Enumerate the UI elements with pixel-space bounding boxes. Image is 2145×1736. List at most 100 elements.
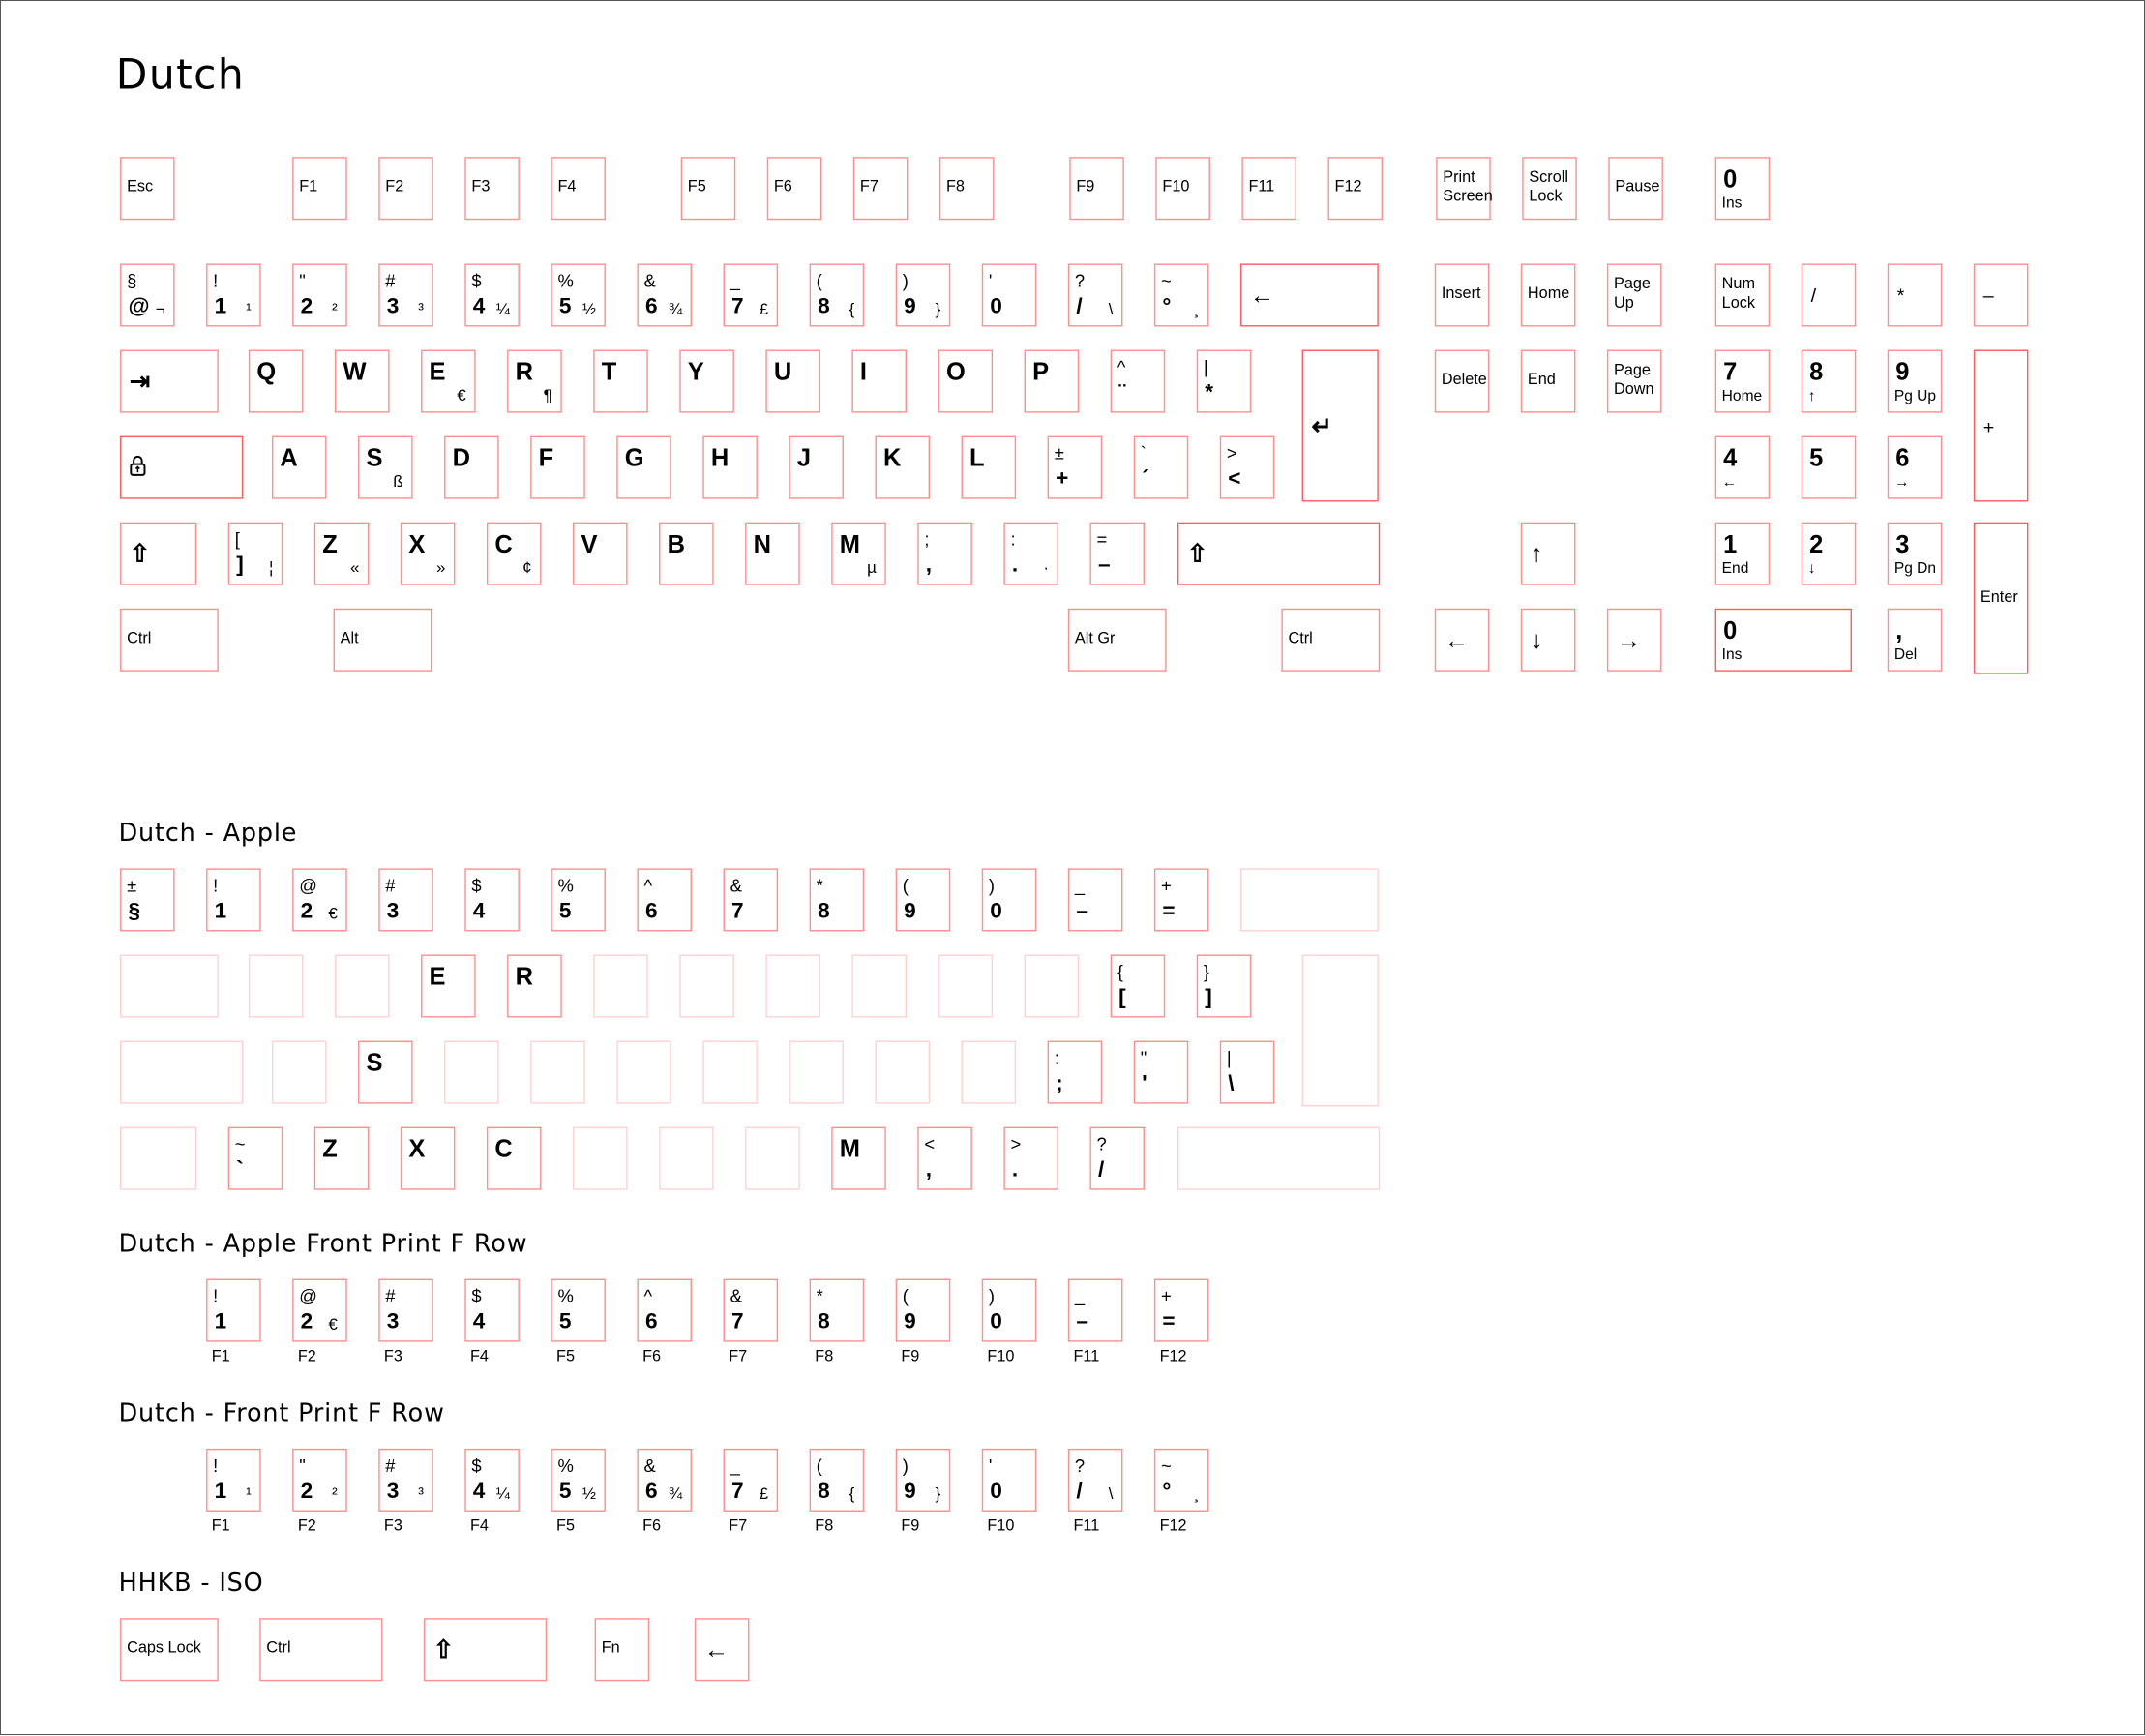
- key-p[interactable]: P: [1024, 349, 1080, 413]
- key-r[interactable]: R: [507, 954, 562, 1018]
- key-scroll-lock[interactable]: Scroll Lock: [1522, 157, 1577, 221]
- key-m[interactable]: M: [831, 1126, 886, 1190]
- key-–[interactable]: –: [1973, 263, 2029, 327]
- key-f6[interactable]: F6: [766, 157, 822, 221]
- key-=[interactable]: = –: [1089, 522, 1146, 585]
- key-a[interactable]: A: [271, 435, 327, 499]
- key-i[interactable]: I: [851, 349, 908, 413]
- key-x[interactable]: X»: [400, 522, 456, 585]
- key-e[interactable]: E €: [421, 349, 476, 413]
- key-|[interactable]: | \: [1219, 1040, 1275, 1104]
- key-pause[interactable]: Pause: [1608, 157, 1663, 221]
- key-@[interactable]: @2 €: [292, 1278, 347, 1342]
- key-|[interactable]: | *: [1196, 349, 1252, 413]
- key-blank[interactable]: [961, 1040, 1017, 1104]
- key-b[interactable]: B: [659, 522, 714, 585]
- key-ctrl[interactable]: Ctrl: [259, 1618, 383, 1682]
- key-%[interactable]: % 5 ½: [551, 263, 606, 327]
- key-c[interactable]: C: [486, 1126, 542, 1190]
- key-num-lock[interactable]: Num Lock: [1714, 263, 1771, 327]
- key-f9[interactable]: F9: [1069, 157, 1124, 221]
- key-blank[interactable]: [120, 1126, 197, 1190]
- key-2[interactable]: 2 ↓: [1801, 522, 1857, 585]
- key-f12[interactable]: F12: [1327, 157, 1384, 221]
- key-shift[interactable]: ⇧: [120, 522, 197, 585]
- key-;[interactable]: ;,: [917, 522, 972, 585]
- key-([interactable]: (8 {: [809, 263, 865, 327]
- key-§[interactable]: § @ ¬: [120, 263, 175, 327]
- key-arrow-up[interactable]: ↑: [1520, 522, 1576, 585]
- key-blank[interactable]: [851, 954, 908, 1018]
- key-blank[interactable]: [765, 954, 820, 1018]
- key-"[interactable]: " 2 ²: [292, 1448, 347, 1512]
- key-o[interactable]: O: [938, 349, 994, 413]
- key-blank[interactable]: [702, 1040, 758, 1104]
- key-±[interactable]: ± §: [120, 868, 175, 932]
- key-ctrl[interactable]: Ctrl: [120, 608, 219, 672]
- key-([interactable]: (9: [895, 868, 951, 932]
- key-blank[interactable]: [530, 1040, 585, 1104]
- key-7[interactable]: 7 Home: [1714, 349, 1771, 413]
- key-8[interactable]: 8 ↑: [1801, 349, 1857, 413]
- key-+[interactable]: + =: [1153, 1278, 1209, 1342]
- key-caps-lock[interactable]: Caps Lock: [120, 1618, 219, 1682]
- key-"[interactable]: " ': [1133, 1040, 1189, 1104]
- key-?[interactable]: ? / \: [1067, 1448, 1123, 1512]
- key-:[interactable]: :;: [1047, 1040, 1103, 1104]
- key-y[interactable]: Y: [679, 349, 734, 413]
- key-u[interactable]: U: [765, 349, 820, 413]
- key-$[interactable]: $4 ¼: [464, 263, 520, 327]
- key-blank[interactable]: [745, 1126, 800, 1190]
- key-shift[interactable]: ⇧: [423, 1618, 548, 1682]
- key-%[interactable]: % 5: [551, 868, 606, 932]
- key-$[interactable]: $4: [464, 868, 520, 932]
- key-_[interactable]: _ –: [1067, 1278, 1123, 1342]
- key-![interactable]: ! 1 ¹: [206, 263, 261, 327]
- key-shift[interactable]: ⇧: [1177, 522, 1381, 585]
- key-±[interactable]: ± +: [1047, 435, 1103, 499]
- key-caps-lock[interactable]: [120, 435, 244, 499]
- key-&[interactable]: & 7: [723, 1278, 779, 1342]
- key-blank[interactable]: [1024, 954, 1080, 1018]
- key-esc[interactable]: Esc: [120, 157, 175, 221]
- key-`[interactable]: ` ´: [1133, 435, 1189, 499]
- key-5[interactable]: 5: [1801, 435, 1857, 499]
- key-*[interactable]: * 8: [809, 868, 865, 932]
- key->[interactable]: > <: [1219, 435, 1275, 499]
- key-backspace[interactable]: ←: [1239, 263, 1379, 327]
- key-page-down[interactable]: Page Down: [1606, 349, 1662, 413]
- key-f3[interactable]: F3: [464, 157, 520, 221]
- key-)[interactable]: ) 9}: [895, 1448, 951, 1512]
- key-tab[interactable]: ⇥: [120, 349, 219, 413]
- key-enter[interactable]: Enter: [1973, 522, 2029, 674]
- key-blank[interactable]: [789, 1040, 844, 1104]
- key-#[interactable]: #3 ³: [378, 1448, 433, 1512]
- key-_[interactable]: _ –: [1067, 868, 1123, 932]
- key-3[interactable]: 3 Pg Dn: [1887, 522, 1943, 585]
- key-*[interactable]: * 8: [809, 1278, 865, 1342]
- key->[interactable]: >.: [1003, 1126, 1058, 1190]
- key-blank[interactable]: [593, 954, 648, 1018]
- key-~[interactable]: ~ ° ¸: [1153, 263, 1209, 327]
- key-w[interactable]: W: [334, 349, 390, 413]
- key-+[interactable]: +: [1973, 349, 2029, 502]
- key-{[interactable]: {[: [1110, 954, 1166, 1018]
- key-![interactable]: ! 1 ¹: [206, 1448, 261, 1512]
- key-9[interactable]: 9 Pg Up: [1887, 349, 1943, 413]
- key-enter[interactable]: ↵: [1301, 349, 1379, 502]
- key-f[interactable]: F: [530, 435, 585, 499]
- key-?[interactable]: ? / \: [1067, 263, 1123, 327]
- key-end[interactable]: End: [1520, 349, 1576, 413]
- key-#[interactable]: #3: [378, 1278, 433, 1342]
- key-d[interactable]: D: [444, 435, 499, 499]
- key-arrow-down[interactable]: ↓: [1520, 608, 1576, 672]
- key-<[interactable]: <,: [917, 1126, 972, 1190]
- key-page-up[interactable]: Page Up: [1606, 263, 1662, 327]
- key-)[interactable]: ) 0: [981, 868, 1037, 932]
- key-,[interactable]: , Del: [1887, 608, 1943, 672]
- key-j[interactable]: J: [789, 435, 844, 499]
- key-print-screen[interactable]: Print Screen: [1436, 157, 1493, 221]
- key-'[interactable]: ' 0: [981, 1448, 1037, 1512]
- key-^[interactable]: ^ 6: [637, 1278, 693, 1342]
